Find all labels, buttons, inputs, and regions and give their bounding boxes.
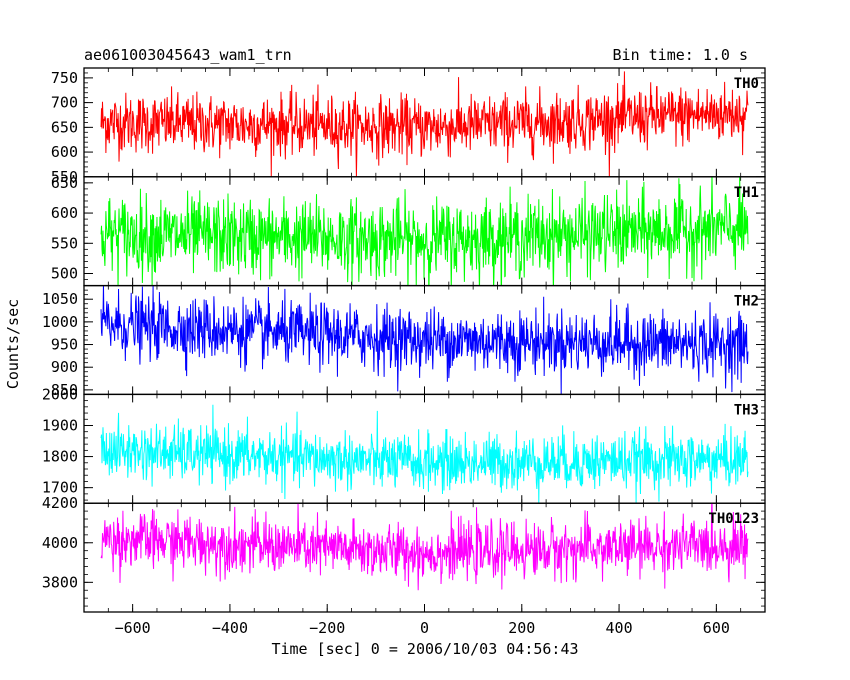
- x-tick-label: 600: [703, 619, 730, 637]
- y-axis-label: Counts/sec: [4, 299, 22, 389]
- panel-th2: 850 900 950 1000 1050 TH2: [42, 284, 766, 399]
- y-tick-label: 600: [51, 143, 78, 161]
- y-tick-label: 4000: [42, 534, 78, 552]
- y-tick-label: 600: [51, 204, 78, 222]
- x-tick-label: −600: [115, 619, 151, 637]
- panel-label-th2: TH2: [734, 294, 759, 310]
- panel-th0123: 3800 4000 4200 TH0123: [42, 494, 766, 613]
- y-tick-label: 750: [51, 69, 78, 87]
- y-tick-label: 950: [51, 336, 78, 354]
- y-tick-label: 3800: [42, 573, 78, 591]
- y-tick-label: 850: [51, 381, 78, 399]
- panels-group: 550 600 650 700 750 TH0 500 550 600 650 TH1 850 900 9…: [42, 67, 766, 637]
- panel-label-th1: TH1: [734, 185, 759, 201]
- panel-label-th3: TH3: [734, 402, 759, 418]
- y-tick-label: 900: [51, 358, 78, 376]
- series-th1: [100, 176, 749, 286]
- x-tick-label: 200: [508, 619, 535, 637]
- y-tick-label: 4200: [42, 494, 78, 512]
- x-tick-label: −200: [309, 619, 345, 637]
- y-tick-label: 700: [51, 94, 78, 112]
- series-th2: [100, 285, 749, 395]
- x-axis-label: Time [sec] 0 = 2006/10/03 04:56:43: [271, 640, 578, 658]
- panel-th0: 550 600 650 700 750 TH0: [51, 67, 766, 186]
- y-tick-label: 1900: [42, 416, 78, 434]
- series-th3: [100, 404, 749, 504]
- series-th0123: [100, 503, 749, 591]
- series-th0: [100, 71, 749, 177]
- panel-label-th0: TH0: [734, 76, 759, 92]
- x-tick-label: 400: [606, 619, 633, 637]
- y-tick-label: 1050: [42, 290, 78, 308]
- y-tick-label: 650: [51, 174, 78, 192]
- y-tick-label: 550: [51, 234, 78, 252]
- chart-title: ae061003045643_wam1_trn: [84, 46, 292, 64]
- x-tick-label: −400: [212, 619, 248, 637]
- x-tick-label: 0: [420, 619, 429, 637]
- panel-th3: 1700 1800 1900 2000 TH3: [42, 385, 766, 504]
- y-tick-label: 500: [51, 265, 78, 283]
- y-tick-label: 2000: [42, 385, 78, 403]
- y-tick-label: 1800: [42, 448, 78, 466]
- bin-time-label: Bin time: 1.0 s: [613, 46, 748, 64]
- y-tick-label: 550: [51, 168, 78, 186]
- y-tick-label: 1000: [42, 313, 78, 331]
- y-tick-label: 650: [51, 118, 78, 136]
- panel-frame: [83, 393, 766, 504]
- panel-th1: 500 550 600 650 TH1: [51, 174, 766, 287]
- y-tick-label: 1700: [42, 479, 78, 497]
- panel-label-th0123: TH0123: [708, 511, 759, 527]
